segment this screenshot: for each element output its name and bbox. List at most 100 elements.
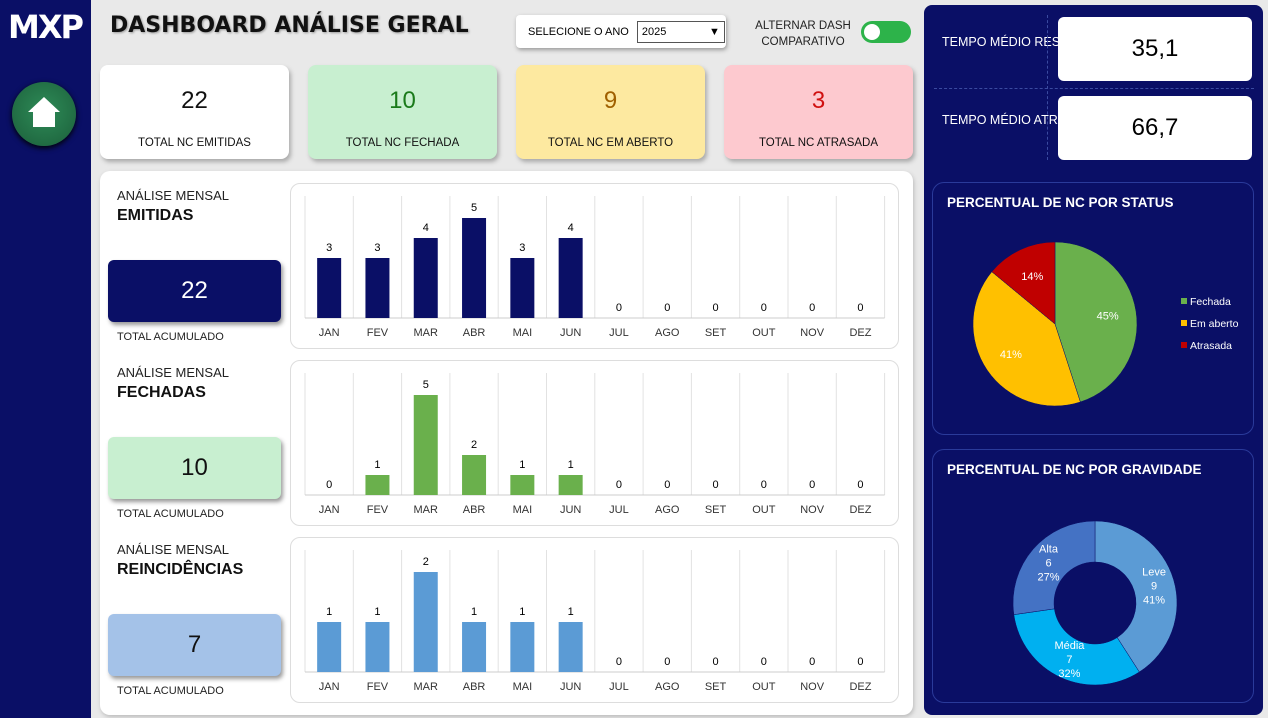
status-pie-title: PERCENTUAL DE NC POR STATUS [947, 195, 1174, 210]
donut-percent-label: 32% [1058, 668, 1080, 680]
data-label: 1 [374, 459, 380, 471]
x-tick-label: JAN [319, 504, 340, 516]
x-tick-label: ABR [463, 681, 486, 693]
monthly-bar-chart: 1 JAN 1 FEV 2 MAR 1 ABR 1 MAI 1 JUN 0 JUL 0 AGO 0 SET 0 OUT… [290, 537, 899, 703]
x-tick-label: JUN [560, 327, 581, 339]
kpi-card: 10 TOTAL NC FECHADA [308, 65, 497, 159]
data-label: 3 [374, 242, 380, 254]
year-value: 2025 [641, 25, 667, 38]
data-label: 3 [519, 242, 525, 254]
data-label: 0 [664, 302, 670, 314]
donut-category-label: Leve [1142, 567, 1166, 579]
data-label: 5 [471, 202, 477, 214]
section-title: FECHADAS [117, 384, 206, 401]
bar [462, 622, 487, 672]
section-title: EMITIDAS [117, 207, 194, 224]
x-tick-label: SET [705, 681, 727, 693]
donut-category-label: Média [1054, 640, 1085, 652]
x-tick-label: SET [705, 327, 727, 339]
kpi-label: TOTAL NC ATRASADA [758, 137, 879, 149]
donut-percent-label: 41% [1143, 595, 1165, 607]
x-tick-label: FEV [367, 681, 389, 693]
kpi-value: 10 [389, 87, 416, 114]
data-label: 1 [471, 606, 477, 618]
x-tick-label: FEV [367, 504, 389, 516]
data-label: 2 [471, 439, 477, 451]
data-label: 0 [857, 479, 863, 491]
bar [317, 622, 342, 672]
bar [365, 475, 390, 495]
section-total-label: TOTAL ACUMULADO [117, 508, 224, 520]
x-tick-label: ABR [463, 327, 486, 339]
slice-alta [1012, 520, 1096, 615]
section-total: 7 [108, 614, 281, 676]
bar [510, 475, 535, 495]
donut-value-label: 6 [1045, 558, 1051, 570]
x-tick-label: JUL [609, 681, 629, 693]
data-label: 5 [423, 379, 429, 391]
slice-em-aberto [972, 271, 1081, 407]
legend-swatch [1181, 320, 1187, 326]
home-button[interactable] [12, 82, 76, 146]
donut-percent-label: 27% [1038, 572, 1060, 584]
bar [558, 475, 583, 495]
x-tick-label: MAI [513, 504, 533, 516]
bar [510, 622, 535, 672]
x-tick-label: MAR [414, 327, 439, 339]
kpi-value: 9 [603, 87, 618, 114]
donut-value-label: 7 [1066, 654, 1072, 666]
data-label: 0 [712, 656, 718, 668]
avg-resolution-value: 35,1 [1058, 17, 1252, 81]
page-title: DASHBOARD ANÁLISE GERAL [110, 13, 469, 38]
bar [558, 238, 583, 318]
monthly-bar-chart: 3 JAN 3 FEV 4 MAR 5 ABR 3 MAI 4 JUN 0 JUL 0 AGO 0 SET 0 OUT… [290, 183, 899, 349]
bar [510, 258, 535, 318]
data-label: 0 [616, 656, 622, 668]
x-tick-label: MAR [414, 681, 439, 693]
slice-fechada [1054, 241, 1138, 403]
x-tick-label: OUT [752, 504, 776, 516]
compare-toggle[interactable] [861, 21, 911, 43]
x-tick-label: MAI [513, 327, 533, 339]
severity-donut-title: PERCENTUAL DE NC POR GRAVIDADE [947, 462, 1202, 477]
data-label: 1 [519, 606, 525, 618]
avg-late-value: 66,7 [1058, 96, 1252, 160]
data-label: 1 [374, 606, 380, 618]
kpi-label: TOTAL NC EMITIDAS [138, 137, 251, 149]
section-total: 22 [108, 260, 281, 322]
data-label: 0 [761, 302, 767, 314]
x-tick-label: AGO [655, 681, 680, 693]
section-title: REINCIDÊNCIAS [117, 561, 244, 578]
x-tick-label: DEZ [849, 504, 871, 516]
severity-donut-card: PERCENTUAL DE NC POR GRAVIDADE Leve 9 41% M… [932, 449, 1254, 703]
status-pie-card: PERCENTUAL DE NC POR STATUS 45% 41% 14% Fec… [932, 182, 1254, 435]
x-tick-label: JUN [560, 681, 581, 693]
x-tick-label: MAI [513, 681, 533, 693]
data-label: 2 [423, 556, 429, 568]
legend-label: Em aberto [1190, 318, 1239, 330]
data-label: 0 [712, 479, 718, 491]
kpi-card: 3 TOTAL NC ATRASADA [724, 65, 913, 159]
data-label: 0 [809, 302, 815, 314]
data-label: 1 [519, 459, 525, 471]
donut-value-label: 9 [1151, 581, 1157, 593]
sidebar: MXP [0, 0, 91, 718]
x-tick-label: DEZ [849, 681, 871, 693]
x-tick-label: MAR [414, 504, 439, 516]
kpi-card: 9 TOTAL NC EM ABERTO [516, 65, 705, 159]
section-subtitle: ANÁLISE MENSAL [117, 188, 229, 203]
data-label: 1 [326, 606, 332, 618]
bar [365, 622, 390, 672]
bar [558, 622, 583, 672]
pie-data-label: 41% [1000, 349, 1022, 361]
year-select[interactable]: 2025 ▼ [636, 20, 725, 43]
kpi-card: 22 TOTAL NC EMITIDAS [100, 65, 289, 159]
slice-média [1013, 608, 1140, 686]
slice-atrasada [991, 241, 1056, 325]
legend-label: Atrasada [1190, 340, 1232, 352]
bar [462, 218, 487, 318]
data-label: 0 [712, 302, 718, 314]
x-tick-label: ABR [463, 504, 486, 516]
data-label: 4 [568, 222, 574, 234]
data-label: 0 [761, 656, 767, 668]
